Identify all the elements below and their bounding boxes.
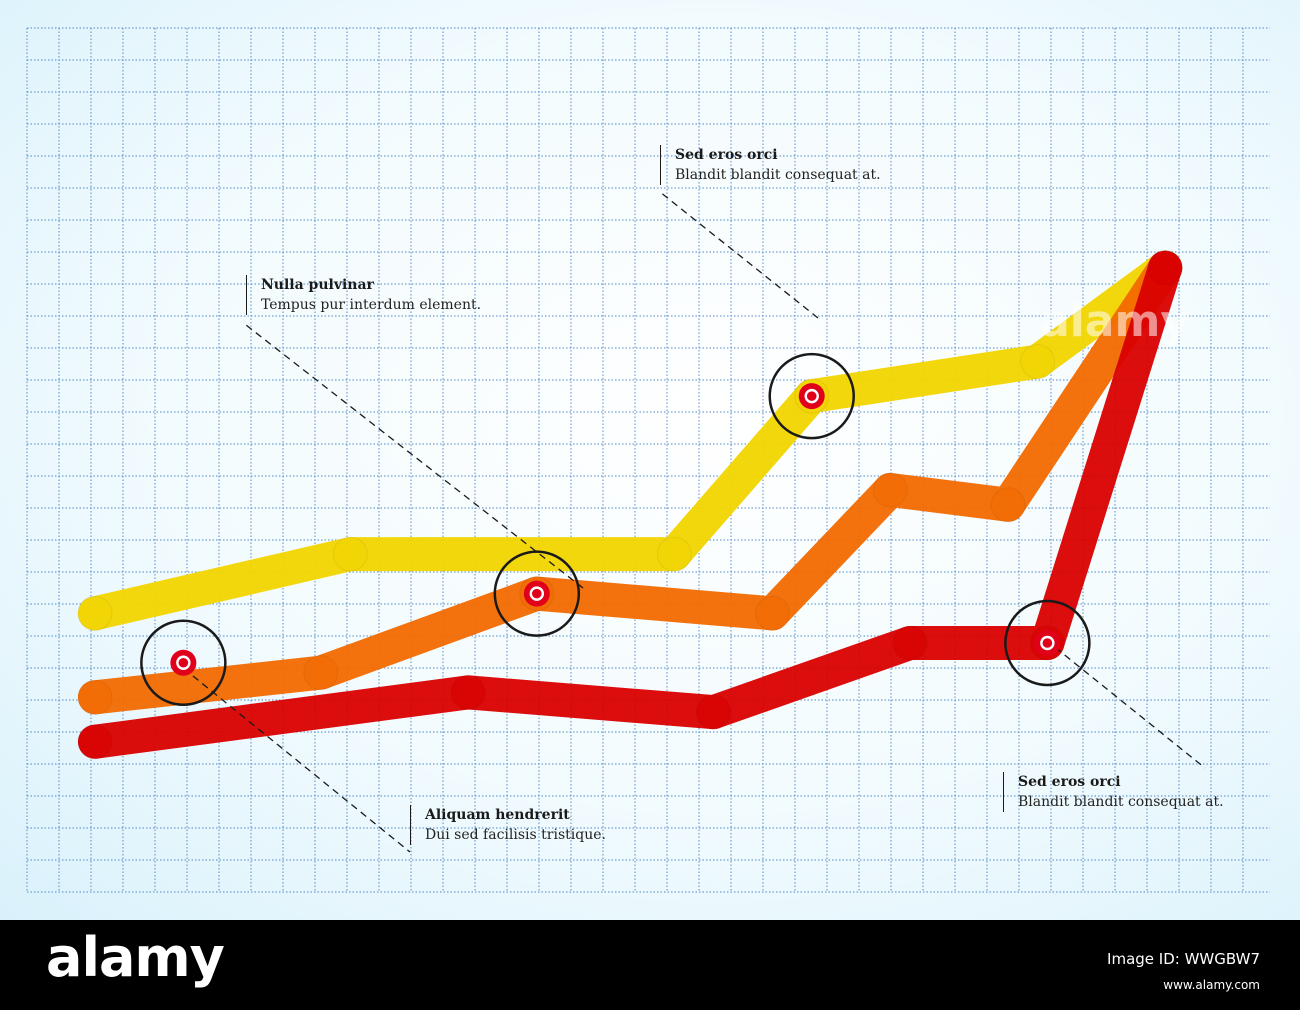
callout-sed-eros-orci-top: Sed eros orci Blandit blandit consequat … <box>660 145 881 185</box>
callout-title: Sed eros orci <box>1018 774 1121 790</box>
highlight-dot <box>170 649 197 676</box>
highlight-dot <box>523 580 550 607</box>
callout-leaders <box>192 191 1206 853</box>
footer-logo: alamy <box>46 926 225 989</box>
callout-sed-eros-orci-bottom: Sed eros orci Blandit blandit consequat … <box>1003 772 1224 812</box>
callout-text: Blandit blandit consequat at. <box>675 167 881 183</box>
series-0-point <box>332 536 368 572</box>
leader-line-0 <box>192 675 411 853</box>
highlight-ring <box>140 619 227 706</box>
callout-title: Aliquam hendrerit <box>425 807 570 823</box>
series-2-point <box>450 674 486 710</box>
highlight-dot <box>1034 630 1061 656</box>
series-0-point <box>77 595 113 631</box>
line-chart <box>26 27 1270 893</box>
highlight-ring <box>1004 599 1091 687</box>
callout-title: Sed eros orci <box>675 147 778 163</box>
series-line-2 <box>78 250 1183 759</box>
series-0-point <box>656 536 692 572</box>
series-1-point <box>990 487 1026 523</box>
footer-bar: alamy Image ID: WWGBW7 www.alamy.com <box>0 920 1300 1010</box>
series-1-point <box>754 595 790 631</box>
footer-site: www.alamy.com <box>1163 978 1260 992</box>
series-line-0 <box>78 250 1183 631</box>
callout-text: Tempus pur interdum element. <box>261 297 482 313</box>
highlight-dot-ring <box>176 655 191 670</box>
highlight-dot-ring <box>1040 635 1055 651</box>
series-2-point <box>696 694 732 730</box>
callout-aliquam-hendrerit: Aliquam hendrerit Dui sed facilisis tris… <box>410 805 606 845</box>
callout-text: Dui sed facilisis tristique. <box>425 827 606 843</box>
highlight-dot-ring <box>804 388 819 404</box>
watermark: alamy <box>1040 296 1189 347</box>
callout-nulla-pulvinar: Nulla pulvinar Tempus pur interdum eleme… <box>246 275 481 315</box>
highlight-ring <box>493 550 581 637</box>
series-lines <box>77 250 1183 760</box>
highlight-dot-ring <box>529 586 545 601</box>
highlight-dot <box>798 383 825 410</box>
series-1-point <box>872 472 908 508</box>
callout-title: Nulla pulvinar <box>261 277 374 293</box>
grid <box>26 27 1270 893</box>
series-2-point <box>1147 250 1183 286</box>
series-2-point <box>77 724 113 760</box>
series-1-point <box>303 655 339 691</box>
series-0-point <box>1020 344 1056 380</box>
leader-line-2 <box>659 191 819 319</box>
series-1-point <box>77 679 113 715</box>
series-2-point <box>892 625 928 661</box>
leader-line-3 <box>1045 639 1206 769</box>
callout-text: Blandit blandit consequat at. <box>1018 794 1224 810</box>
highlight-ring <box>768 352 855 440</box>
highlight-markers <box>140 352 1091 706</box>
chart-area: Sed eros orci Blandit blandit consequat … <box>0 0 1300 920</box>
footer-image-id: Image ID: WWGBW7 <box>1107 950 1260 968</box>
